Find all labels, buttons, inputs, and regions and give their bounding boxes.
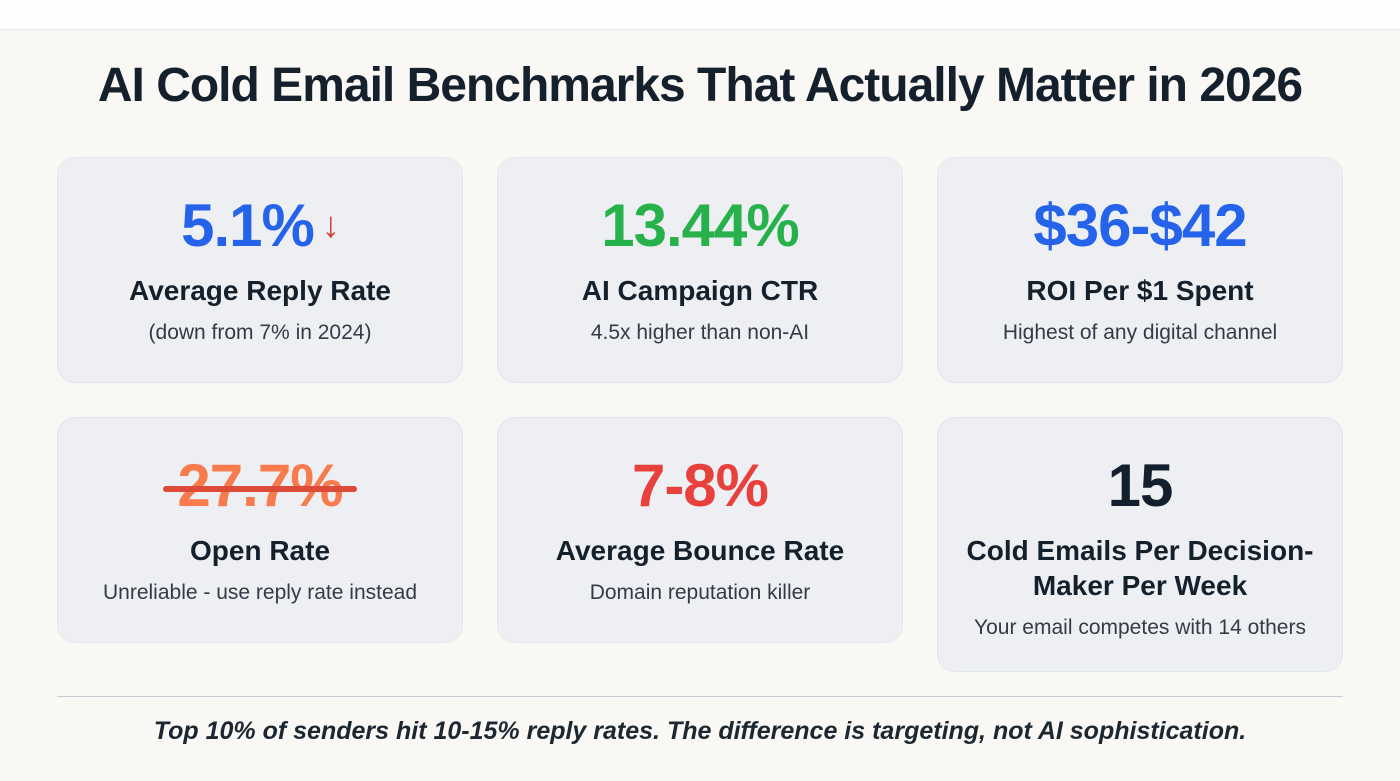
strikethrough-value: 27.7% xyxy=(177,452,343,520)
stat-label: AI Campaign CTR xyxy=(581,275,819,307)
reply-rate-value: 5.1% xyxy=(181,192,315,260)
page-title: AI Cold Email Benchmarks That Actually M… xyxy=(97,59,1303,112)
top-border-strip xyxy=(0,0,1400,30)
stat-label: Open Rate xyxy=(189,535,331,567)
stat-value: 13.44% xyxy=(524,194,876,257)
stat-card-reply-rate: 5.1% ↓ Average Reply Rate (down from 7% i… xyxy=(57,157,463,384)
stat-label: Average Bounce Rate xyxy=(555,535,845,567)
stat-value: 5.1% ↓ xyxy=(84,194,436,257)
bounce-rate-value: 7-8% xyxy=(631,452,769,520)
footer-note: Top 10% of senders hit 10-15% reply rate… xyxy=(153,717,1247,746)
stat-card-roi: $36-$42 ROI Per $1 Spent Highest of any … xyxy=(937,157,1343,384)
stat-subtext: (down from 7% in 2024) xyxy=(148,321,372,345)
stat-subtext: 4.5x higher than non-AI xyxy=(590,321,810,345)
stat-card-emails-per-week: 15 Cold Emails Per Decision-Maker Per We… xyxy=(937,417,1343,673)
ctr-value: 13.44% xyxy=(601,192,799,260)
roi-value: $36-$42 xyxy=(1033,192,1247,260)
stat-card-open-rate: 27.7% Open Rate Unreliable - use reply r… xyxy=(57,417,463,644)
stat-value: 7-8% xyxy=(524,454,876,517)
stat-value: $36-$42 xyxy=(964,194,1316,257)
stat-value: 15 xyxy=(964,454,1316,517)
down-arrow-icon: ↓ xyxy=(321,204,340,246)
open-rate-value: 27.7% xyxy=(177,452,343,520)
stat-subtext: Your email competes with 14 others xyxy=(974,616,1306,640)
stat-label: Cold Emails Per Decision-Maker Per Week xyxy=(966,535,1314,602)
stats-grid: 5.1% ↓ Average Reply Rate (down from 7% i… xyxy=(57,157,1343,673)
stat-label: Average Reply Rate xyxy=(129,275,391,307)
stat-value: 27.7% xyxy=(84,454,436,517)
stat-card-bounce-rate: 7-8% Average Bounce Rate Domain reputati… xyxy=(497,417,903,644)
stat-label: ROI Per $1 Spent xyxy=(1026,275,1254,307)
stat-card-campaign-ctr: 13.44% AI Campaign CTR 4.5x higher than … xyxy=(497,157,903,384)
stat-subtext: Unreliable - use reply rate instead xyxy=(103,581,417,605)
emails-per-week-value: 15 xyxy=(1107,452,1174,520)
footer-divider xyxy=(57,696,1343,698)
stat-subtext: Highest of any digital channel xyxy=(1002,321,1278,345)
stat-subtext: Domain reputation killer xyxy=(589,581,811,605)
